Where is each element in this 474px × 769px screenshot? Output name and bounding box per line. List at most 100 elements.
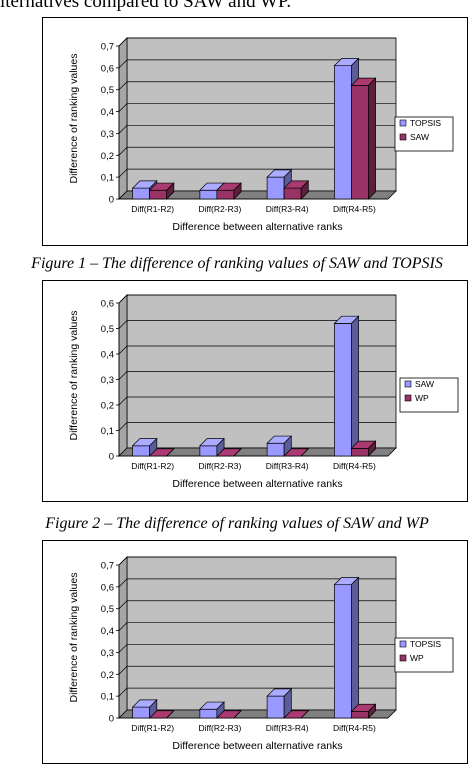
y-tick-label: 0,7 [101, 561, 114, 572]
bar-front [149, 189, 167, 200]
x-axis-title: Difference between alternative ranks [172, 221, 342, 233]
bar-wp-1 [216, 448, 242, 457]
x-tick-label: Diff(R3-R4) [266, 204, 309, 214]
x-tick-label: Diff(R1-R2) [131, 723, 174, 733]
gridline [118, 644, 396, 653]
gridline [118, 294, 396, 304]
y-tick-label: 0,1 [101, 426, 114, 437]
bar-front [351, 448, 369, 457]
bar-wp-3 [350, 703, 377, 719]
figure-2-caption: Figure 2 – The difference of ranking val… [45, 515, 429, 532]
gridline [118, 59, 396, 69]
legend-label-topsis: TOPSIS [410, 639, 441, 649]
y-axis-title: Difference of ranking values [68, 54, 80, 184]
legend-swatch-topsis [399, 640, 407, 648]
bar-top [148, 710, 175, 719]
y-tick-label: 0,3 [101, 375, 114, 386]
bar-side [300, 180, 309, 200]
bar-side [233, 182, 242, 200]
bar-front [266, 176, 285, 200]
bar-front [199, 708, 218, 719]
bar-front [351, 84, 369, 200]
gridline [118, 345, 396, 355]
bar-wp-0 [148, 448, 175, 457]
bar-wp-2 [283, 710, 310, 719]
gridline [118, 37, 396, 47]
bar-topsis-1 [199, 701, 225, 719]
y-tick-label: 0,6 [101, 63, 114, 74]
bar-front [199, 445, 218, 457]
x-tick-label: Diff(R4-R5) [333, 461, 376, 471]
bar-saw-1 [216, 182, 242, 200]
bar-side [166, 182, 175, 200]
x-tick-label: Diff(R4-R5) [333, 723, 376, 733]
bar-topsis-0 [131, 699, 158, 719]
figure-2-chart-svg: 0 0,1 0,2 0,3 0,4 0,5 0,6 Diff(R1-R2) Diff(R2-R3… [68, 294, 459, 490]
bar-saw-2 [266, 435, 293, 457]
legend-swatch-wp [404, 394, 412, 402]
gridline [118, 146, 396, 156]
bar-front [132, 187, 150, 200]
gridline [118, 81, 396, 90]
bar-wp-3 [350, 440, 377, 457]
figure-3-chart: 0 0,1 0,2 0,3 0,4 0,5 0,6 0,7 Diff(R1-R2) Diff(R2… [42, 540, 468, 764]
gridline [118, 622, 396, 631]
gridline [118, 687, 396, 697]
gridline [118, 103, 396, 112]
y-tick-label: 0,7 [101, 42, 114, 53]
y-tick-label: 0,2 [101, 151, 114, 162]
bar-top [283, 710, 310, 719]
y-tick-label: 0,2 [101, 401, 114, 412]
bar-front [266, 695, 285, 719]
figure-1-caption: Figure 1 – The difference of ranking val… [31, 255, 443, 272]
bar-front [283, 187, 302, 200]
y-tick-label: 0,1 [101, 692, 114, 703]
bar-saw-0 [131, 437, 158, 457]
intro-text: lternatives compared to SAW and WP. [0, 0, 292, 12]
legend-swatch-saw [404, 380, 412, 388]
y-tick-label: 0,5 [101, 324, 114, 335]
bar-topsis-3 [333, 576, 360, 719]
y-tick-label: 0,5 [101, 85, 114, 96]
bar-topsis-2 [266, 688, 293, 719]
legend-label-wp: WP [410, 653, 424, 663]
bar-front [199, 189, 218, 200]
bar-saw-2 [283, 180, 310, 200]
gridline [118, 320, 396, 329]
gridline [118, 168, 396, 178]
y-tick-label: 0,4 [101, 626, 114, 637]
legend-label-topsis: TOPSIS [410, 118, 441, 128]
x-axis-title: Difference between alternative ranks [172, 740, 342, 752]
x-tick-label: Diff(R1-R2) [131, 204, 174, 214]
bar-saw-0 [148, 182, 175, 200]
bar-front [132, 706, 150, 719]
bar-wp-1 [216, 710, 242, 719]
y-tick-label: 0,6 [101, 299, 114, 310]
gridline [118, 556, 396, 566]
bar-top [148, 448, 175, 457]
x-tick-label: Diff(R1-R2) [131, 461, 174, 471]
legend-swatch-saw [399, 133, 407, 141]
y-tick-label: 0,1 [101, 173, 114, 184]
figure-3-chart-svg: 0 0,1 0,2 0,3 0,4 0,5 0,6 0,7 Diff(R1-R2) Diff(R2… [68, 556, 454, 752]
plot-side-wall [118, 37, 128, 200]
gridline [118, 578, 396, 588]
y-tick-label: 0,4 [101, 350, 114, 361]
gridline [118, 396, 396, 406]
y-tick-label: 0 [109, 452, 114, 463]
bar-front [132, 445, 150, 457]
bar-saw-1 [199, 437, 225, 457]
legend-swatch-topsis [399, 119, 407, 127]
bar-top [283, 448, 310, 457]
bar-wp-0 [148, 710, 175, 719]
y-axis-title: Difference of ranking values [68, 311, 80, 441]
y-tick-label: 0 [109, 195, 114, 206]
plot-side-wall [118, 556, 128, 719]
x-axis-title: Difference between alternative ranks [172, 478, 342, 490]
bar-top [216, 710, 242, 719]
bar-wp-2 [283, 448, 310, 457]
bar-side [351, 315, 359, 457]
bar-front [351, 711, 369, 719]
x-tick-label: Diff(R2-R3) [198, 461, 241, 471]
gridline [118, 422, 396, 431]
